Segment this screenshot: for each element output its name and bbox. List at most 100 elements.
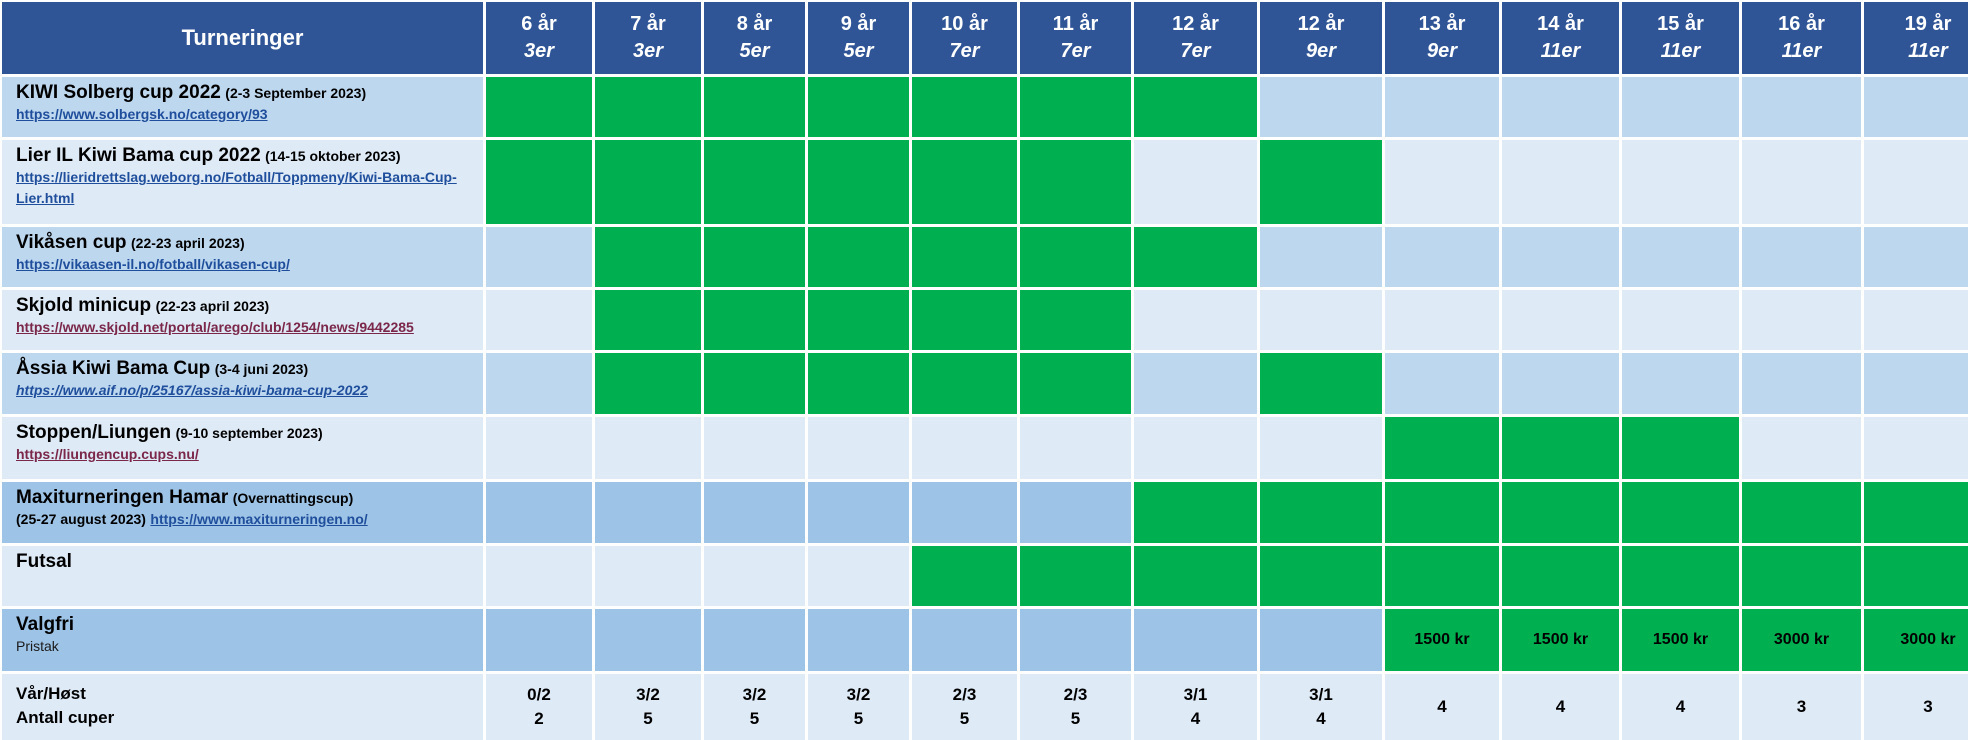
participation-cell-active — [1864, 546, 1968, 606]
season-split: 0/2 — [527, 685, 551, 704]
participation-cell-active — [1134, 227, 1257, 287]
participation-cell-empty — [1260, 290, 1382, 350]
participation-cell-active — [1502, 546, 1619, 606]
participation-cell-active — [808, 227, 909, 287]
column-age: 12 år — [1172, 13, 1219, 35]
summary-cell: 3 — [1864, 674, 1968, 740]
participation-cell-active — [1020, 77, 1131, 137]
tournament-link[interactable]: https://vikaasen-il.no/fotball/vikasen-c… — [16, 256, 290, 272]
participation-cell-active — [912, 77, 1017, 137]
participation-cell-active — [1622, 417, 1739, 479]
column-age: 14 år — [1537, 13, 1584, 35]
participation-cell-empty — [1502, 227, 1619, 287]
participation-cell-empty — [1622, 353, 1739, 414]
participation-cell-empty — [486, 227, 592, 287]
price-cap: 3000 kr — [1900, 631, 1956, 648]
participation-cell-active — [704, 227, 805, 287]
participation-cell-empty — [1742, 227, 1861, 287]
summary-cell: 3/2 5 — [704, 674, 805, 740]
tournament-link[interactable]: https://www.skjold.net/portal/arego/club… — [16, 319, 414, 335]
cup-count: 4 — [1316, 709, 1326, 728]
participation-cell-empty — [1502, 140, 1619, 224]
header-age-column: 12 år 9er — [1260, 2, 1382, 74]
tournament-name: Futsal — [16, 551, 72, 572]
tournament-name: KIWI Solberg cup 2022 — [16, 82, 221, 103]
participation-cell-empty — [1864, 227, 1968, 287]
participation-cell-empty — [595, 482, 701, 543]
participation-cell-active — [1134, 482, 1257, 543]
participation-cell-active — [1385, 417, 1499, 479]
summary-count-label: Antall cuper — [16, 708, 115, 727]
valgfri-empty-cell — [1260, 609, 1382, 671]
participation-cell-active — [595, 227, 701, 287]
tournament-link[interactable]: https://liungencup.cups.nu/ — [16, 446, 199, 462]
participation-cell-empty — [1742, 290, 1861, 350]
participation-cell-active — [1502, 417, 1619, 479]
tournament-link[interactable]: https://lieridrettslag.weborg.no/Fotball… — [16, 169, 457, 206]
participation-cell-empty — [486, 546, 592, 606]
participation-cell-active — [1020, 227, 1131, 287]
column-age: 9 år — [840, 13, 877, 35]
tournament-date: (Overnattingscup) — [232, 490, 354, 506]
header-age-column: 11 år 7er — [1020, 2, 1131, 74]
tournament-link[interactable]: https://www.aif.no/p/25167/assia-kiwi-ba… — [16, 382, 368, 398]
price-cap-cell: 3000 kr — [1742, 609, 1861, 671]
column-team-size: 7er — [1180, 40, 1211, 62]
valgfri-empty-cell — [808, 609, 909, 671]
season-split: 3/1 — [1183, 685, 1208, 704]
participation-cell-empty — [486, 482, 592, 543]
tournament-link[interactable]: https://www.maxiturneringen.no/ — [150, 511, 368, 527]
valgfri-empty-cell — [486, 609, 592, 671]
participation-cell-empty — [1385, 353, 1499, 414]
participation-cell-active — [1020, 290, 1131, 350]
column-age: 10 år — [941, 13, 988, 35]
cup-count: 4 — [1437, 697, 1447, 716]
column-team-size: 5er — [739, 40, 770, 62]
column-team-size: 11er — [1781, 40, 1822, 62]
valgfri-label: Valgfri Pristak — [2, 609, 483, 671]
valgfri-name: Valgfri — [16, 614, 75, 635]
tournament-date: (9-10 september 2023) — [175, 425, 323, 441]
participation-cell-active — [1020, 546, 1131, 606]
header-age-column: 8 år 5er — [704, 2, 805, 74]
participation-cell-active — [704, 290, 805, 350]
participation-cell-active — [1020, 140, 1131, 224]
participation-cell-active — [595, 353, 701, 414]
tournament-link[interactable]: https://www.solbergsk.no/category/93 — [16, 106, 268, 122]
participation-cell-active — [595, 140, 701, 224]
header-age-column: 14 år 11er — [1502, 2, 1619, 74]
price-cap-cell: 1500 kr — [1385, 609, 1499, 671]
summary-cell: 2/3 5 — [1020, 674, 1131, 740]
summary-cell: 0/2 2 — [486, 674, 592, 740]
cup-count: 5 — [643, 709, 653, 728]
summary-label: Vår/Høst Antall cuper — [2, 674, 483, 740]
participation-cell-empty — [704, 482, 805, 543]
price-cap-cell: 1500 kr — [1502, 609, 1619, 671]
participation-cell-active — [808, 140, 909, 224]
cup-count: 3 — [1796, 697, 1807, 716]
tournament-label: Maxiturneringen Hamar (Overnattingscup) (… — [2, 482, 483, 543]
tournament-label: Åssia Kiwi Bama Cup (3-4 juni 2023) https… — [2, 353, 483, 414]
participation-cell-active — [1020, 353, 1131, 414]
column-team-size: 3er — [523, 40, 555, 62]
header-age-column: 15 år 11er — [1622, 2, 1739, 74]
participation-cell-active — [1385, 482, 1499, 543]
column-age: 15 år — [1657, 13, 1704, 35]
cup-count: 2 — [534, 709, 544, 728]
participation-cell-empty — [1622, 140, 1739, 224]
tournament-name: Skjold minicup — [16, 295, 152, 316]
participation-cell-empty — [1864, 140, 1968, 224]
participation-cell-empty — [1864, 290, 1968, 350]
participation-cell-empty — [486, 417, 592, 479]
price-cap-cell: 1500 kr — [1622, 609, 1739, 671]
participation-cell-empty — [1502, 77, 1619, 137]
column-age: 12 år — [1297, 13, 1345, 35]
tournament-name: Åssia Kiwi Bama Cup — [16, 358, 211, 379]
tournament-name: Vikåsen cup — [16, 232, 127, 253]
participation-cell-empty — [1020, 417, 1131, 479]
season-split: 3/2 — [846, 685, 871, 704]
column-team-size: 11er — [1540, 40, 1581, 62]
participation-cell-empty — [1260, 227, 1382, 287]
column-team-size: 11er — [1660, 40, 1701, 62]
participation-cell-empty — [1864, 417, 1968, 479]
